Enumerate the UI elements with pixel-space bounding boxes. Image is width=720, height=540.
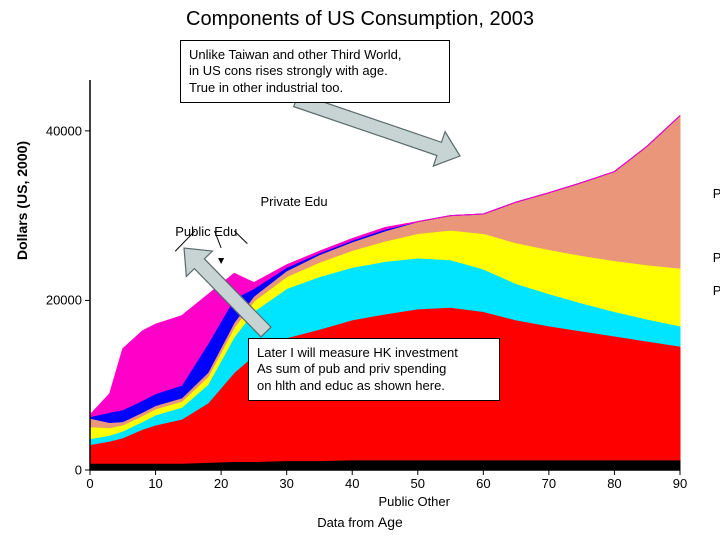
x-tick-label: 20	[214, 476, 228, 491]
textbox-line: True in other industrial too.	[189, 80, 441, 96]
series-label-private-durables: Private Durables	[713, 283, 720, 298]
footer-prefix: Data from	[317, 515, 378, 530]
footer-age: Age	[378, 514, 403, 530]
y-tick-label: 40000	[46, 123, 82, 138]
x-tick-label: 70	[542, 476, 556, 491]
series-label-private-edu: Private Edu	[260, 194, 327, 209]
annotation-top: Unlike Taiwan and other Third World,in U…	[180, 40, 450, 103]
x-tick-label: 80	[607, 476, 621, 491]
x-tick-label: 10	[148, 476, 162, 491]
x-tick-label: 60	[476, 476, 490, 491]
x-tick-label: 30	[279, 476, 293, 491]
y-tick-label: 20000	[46, 293, 82, 308]
x-tick-label: 90	[673, 476, 687, 491]
y-tick-label: 0	[75, 463, 82, 478]
textbox-line: in US cons rises strongly with age.	[189, 63, 441, 79]
x-tick-label: 50	[411, 476, 425, 491]
footer: Data from Age	[0, 514, 720, 530]
page-title: Components of US Consumption, 2003	[0, 8, 720, 31]
series-label-public-health: Public Health	[713, 186, 720, 201]
y-axis-label: Dollars (US, 2000)	[14, 141, 30, 260]
series-label-public-other: Public Other	[378, 494, 450, 509]
textbox-line: Later I will measure HK investment	[257, 345, 491, 361]
textbox-line: Unlike Taiwan and other Third World,	[189, 47, 441, 63]
x-tick-label: 40	[345, 476, 359, 491]
x-tick-label: 0	[86, 476, 93, 491]
textbox-line: As sum of pub and priv spending	[257, 361, 491, 377]
series-label-private-health: Private Health	[713, 250, 720, 265]
textbox-line: on hlth and educ as shown here.	[257, 378, 491, 394]
arrow-to-education	[164, 228, 286, 352]
annotation-bottom: Later I will measure HK investmentAs sum…	[248, 338, 500, 401]
